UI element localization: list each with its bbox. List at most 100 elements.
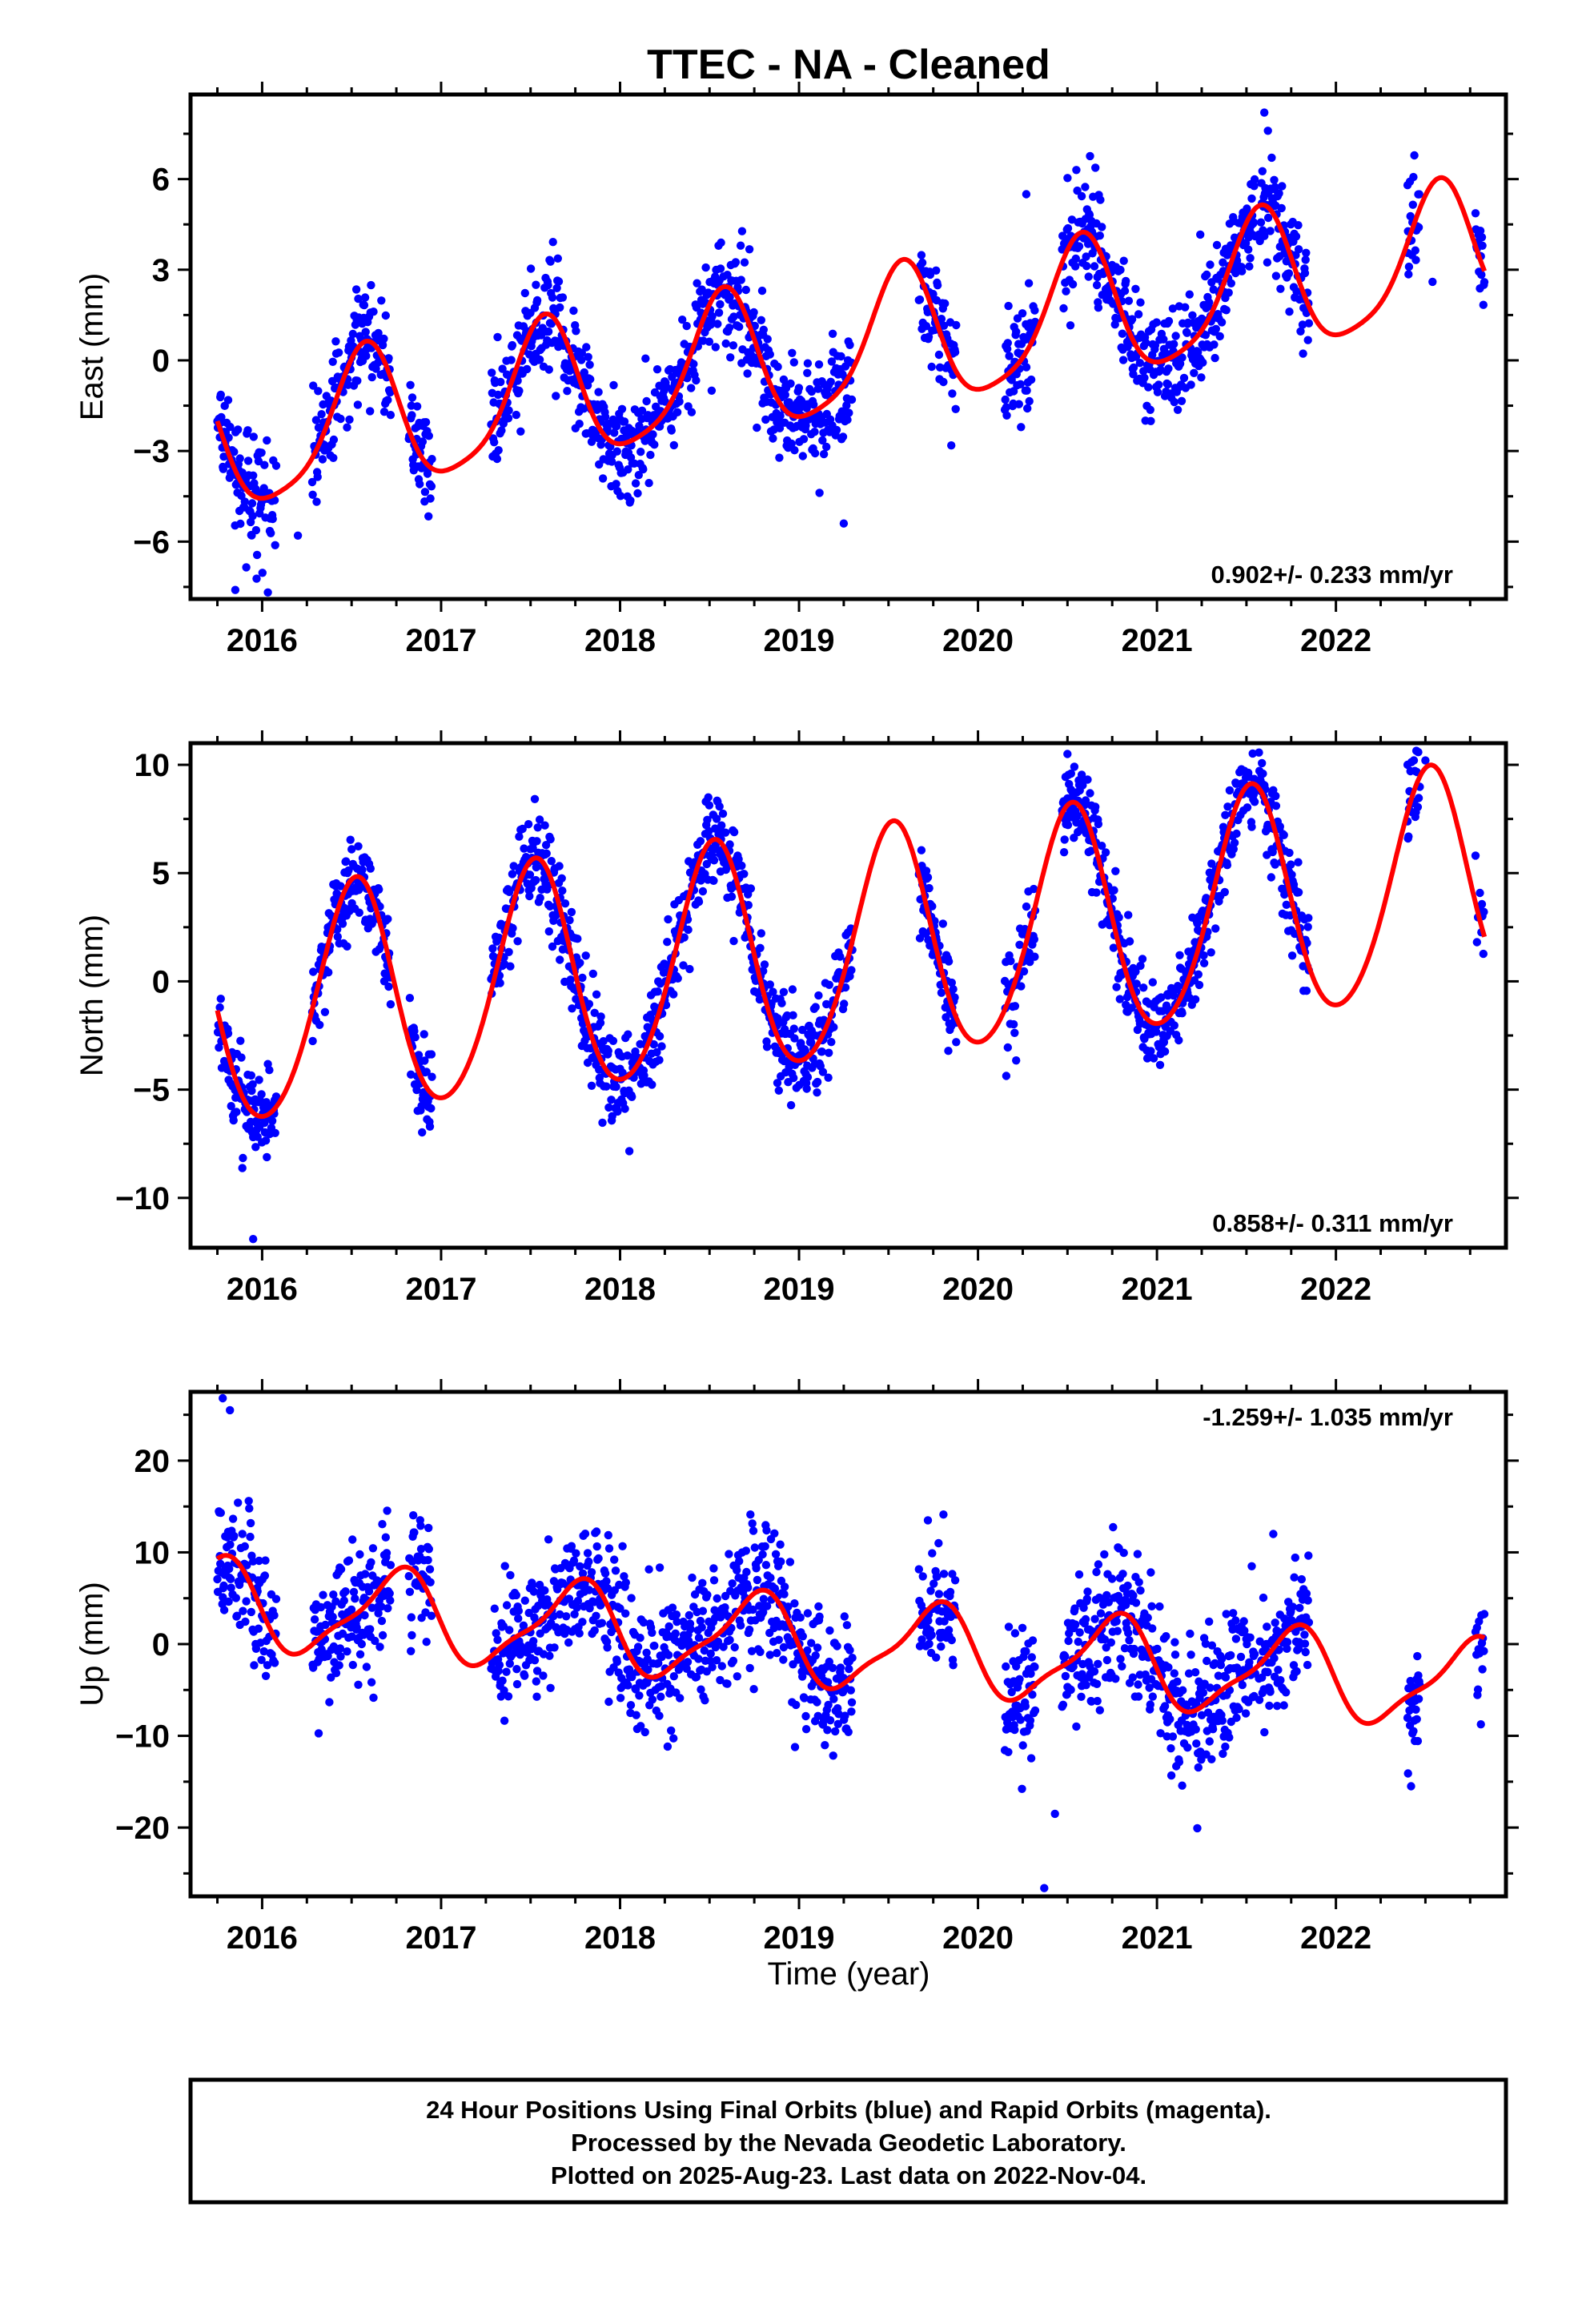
- data-point: [789, 1024, 798, 1033]
- data-point: [847, 966, 856, 975]
- data-point: [648, 1080, 656, 1089]
- data-point: [580, 1530, 590, 1538]
- data-point: [685, 1610, 693, 1620]
- data-point: [725, 324, 734, 332]
- data-point: [548, 293, 557, 302]
- data-point: [556, 1610, 564, 1619]
- data-point: [621, 1578, 630, 1587]
- data-point: [1166, 1771, 1176, 1780]
- data-point: [944, 957, 954, 966]
- data-point: [709, 1564, 718, 1573]
- data-point: [1073, 811, 1082, 821]
- data-point: [500, 1686, 508, 1695]
- data-point: [354, 294, 363, 304]
- data-point: [1110, 320, 1119, 329]
- data-point: [1247, 194, 1256, 203]
- data-point: [714, 308, 724, 317]
- data-point: [386, 388, 395, 397]
- data-point: [488, 368, 496, 377]
- data-point: [644, 479, 653, 488]
- data-point: [1068, 279, 1078, 289]
- data-point: [1004, 301, 1013, 311]
- data-point: [1178, 1009, 1186, 1018]
- data-point: [1301, 255, 1310, 264]
- data-point: [425, 1122, 435, 1132]
- data-point: [1266, 227, 1275, 235]
- data-point: [268, 514, 277, 524]
- data-point: [1143, 1613, 1152, 1622]
- data-point: [592, 1542, 601, 1551]
- data-point: [237, 1053, 246, 1062]
- data-point: [718, 809, 728, 818]
- data-point: [427, 1611, 436, 1620]
- data-point: [243, 456, 253, 465]
- data-point: [1224, 288, 1233, 297]
- data-point: [1186, 380, 1195, 389]
- data-point: [1250, 182, 1259, 191]
- data-point: [366, 864, 375, 873]
- data-point: [369, 308, 378, 316]
- data-point: [271, 1092, 281, 1101]
- data-point: [705, 1656, 715, 1666]
- data-point: [704, 793, 713, 802]
- data-point: [940, 1617, 949, 1626]
- data-point: [1294, 245, 1303, 254]
- data-point: [1026, 1754, 1036, 1763]
- data-point: [406, 380, 415, 389]
- data-point: [219, 1393, 227, 1403]
- data-point: [547, 857, 556, 866]
- data-point: [1160, 1702, 1170, 1711]
- data-point: [231, 1594, 240, 1602]
- data-point: [787, 439, 796, 448]
- data-point: [1074, 242, 1084, 251]
- data-point: [917, 1635, 926, 1644]
- data-point: [635, 1691, 644, 1700]
- data-point: [952, 320, 961, 330]
- data-point: [1134, 1680, 1142, 1689]
- data-point: [421, 418, 431, 427]
- data-point: [1012, 328, 1021, 336]
- data-point: [345, 415, 354, 424]
- data-point: [1168, 1732, 1178, 1741]
- north-panel: 2016 2017 2018 2019 2020 2021 2022−10−50510Nor…: [74, 730, 1519, 1307]
- data-point: [255, 1556, 263, 1566]
- data-point: [1136, 1586, 1145, 1595]
- data-point: [617, 404, 627, 413]
- data-point: [520, 288, 529, 298]
- data-point: [829, 1751, 837, 1760]
- x-tick-label: 2016: [227, 623, 298, 658]
- data-point: [546, 257, 555, 266]
- data-point: [351, 1594, 359, 1603]
- data-point: [1120, 287, 1130, 296]
- data-point: [810, 448, 820, 458]
- data-point: [790, 1599, 799, 1608]
- data-point: [1116, 265, 1125, 275]
- data-point: [563, 387, 572, 396]
- data-point: [733, 1566, 741, 1575]
- data-point: [705, 801, 714, 810]
- data-point: [417, 1101, 426, 1111]
- data-point: [1207, 1755, 1216, 1763]
- data-point: [584, 1586, 594, 1594]
- data-point: [348, 1535, 357, 1544]
- data-point: [230, 448, 239, 456]
- data-point: [655, 1711, 664, 1720]
- data-point: [1411, 255, 1420, 264]
- data-point: [321, 1620, 330, 1630]
- data-point: [1164, 364, 1173, 373]
- data-point: [709, 856, 719, 865]
- data-point: [308, 490, 317, 499]
- data-point: [745, 1625, 754, 1634]
- data-point: [1250, 798, 1259, 806]
- data-point: [238, 468, 247, 477]
- data-point: [1170, 397, 1179, 407]
- data-point: [1083, 775, 1092, 784]
- data-point: [410, 1528, 419, 1537]
- data-point: [837, 352, 845, 361]
- data-point: [685, 868, 695, 877]
- data-point: [1235, 1705, 1243, 1714]
- data-point: [765, 980, 774, 989]
- data-point: [1149, 1054, 1158, 1063]
- data-point: [1414, 223, 1423, 232]
- data-point: [745, 245, 754, 254]
